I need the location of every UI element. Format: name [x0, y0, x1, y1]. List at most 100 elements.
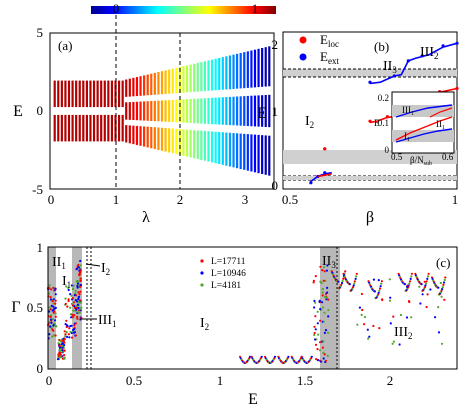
c-point-563 [442, 281, 446, 284]
c-point-275 [79, 264, 82, 267]
c-point-182 [73, 314, 76, 317]
colorbar-max-label: 1 [252, 1, 259, 16]
c-point-328 [321, 346, 324, 349]
c-point-169 [70, 294, 73, 297]
c-point-521 [410, 272, 413, 275]
c-point-346 [324, 359, 327, 362]
c-point-582 [377, 279, 380, 282]
panel-b-ytick-0: 2 [272, 37, 279, 52]
c-point-319 [315, 358, 318, 361]
c-point-348 [325, 296, 328, 299]
c-point-231 [78, 299, 81, 302]
c-point-477 [355, 272, 358, 275]
c-point-451 [341, 279, 344, 283]
c-point-585 [437, 331, 441, 334]
c-point-60 [52, 286, 55, 289]
c-point-517 [408, 282, 411, 285]
c-point-209 [64, 333, 67, 336]
panel-b-inset-region-I1: I1 [404, 131, 410, 143]
c-point-572 [378, 327, 381, 330]
c-point-25 [50, 318, 53, 321]
c-point-285 [322, 266, 326, 269]
b-isolated-point [323, 147, 327, 151]
c-point-580 [388, 278, 391, 281]
panel-c: L=17711 L=10946 L=4181 (c) II1 I1 I2 III… [11, 240, 458, 408]
c-point-452 [342, 277, 345, 280]
c-point-292 [323, 270, 326, 273]
c-point-343 [318, 341, 322, 344]
c-point-293 [320, 301, 324, 304]
c-point-597 [389, 296, 392, 299]
c-point-56 [54, 324, 57, 327]
c-point-560 [441, 288, 444, 291]
c-point-276 [78, 285, 82, 288]
c-point-124 [59, 351, 62, 354]
c-point-259 [77, 296, 80, 299]
panel-c-legend-marker-1 [200, 271, 204, 275]
c-point-519 [409, 277, 412, 280]
c-point-32 [54, 312, 57, 315]
c-point-274 [75, 300, 78, 303]
c-point-405 [287, 355, 290, 358]
c-point-280 [321, 269, 324, 272]
c-point-577 [410, 316, 413, 319]
panel-b-inset: III1 II1 I1 0.2 0.1 0 E 0.5 0.6 β/Nsub [374, 91, 455, 167]
c-point-19 [54, 306, 57, 309]
panel-c-legend-marker-0 [200, 259, 204, 263]
panel-b-inset-frame [391, 91, 455, 154]
panel-a-xtick-1: 1 [113, 192, 120, 207]
c-point-449 [340, 283, 343, 286]
c-point-279 [79, 277, 82, 280]
panel-c-xtick-0: 0 [46, 373, 53, 388]
panel-a-bands [53, 46, 271, 176]
c-point-333 [322, 320, 325, 323]
c-point-540 [425, 280, 428, 283]
c-point-305 [325, 269, 328, 272]
c-point-12 [54, 299, 57, 302]
c-point-193 [69, 306, 72, 309]
c-point-609 [372, 278, 375, 281]
panel-b-xtick-0: 0.5 [282, 192, 298, 207]
c-point-64 [49, 325, 52, 328]
c-point-247 [76, 303, 79, 306]
panel-c-legend-marker-2 [200, 283, 204, 287]
panel-b-region-I2: I2 [305, 114, 314, 130]
c-point-475 [354, 277, 357, 280]
colorbar [91, 6, 276, 14]
c-point-112 [63, 349, 66, 352]
panel-c-ytick-1: 0.5 [27, 300, 43, 315]
c-point-265 [77, 306, 80, 310]
panel-b-region-II3: II3 [383, 59, 397, 75]
c-point-54 [53, 310, 56, 313]
c-point-159 [68, 336, 71, 339]
c-point-10 [54, 293, 57, 296]
c-point-568 [367, 337, 370, 340]
c-point-39 [49, 315, 52, 319]
c-point-493 [377, 293, 380, 296]
c-point-288 [321, 306, 324, 309]
c-point-43 [48, 333, 51, 336]
c-point-157 [67, 286, 70, 289]
panel-c-xtick-2: 1 [217, 373, 224, 388]
c-point-337 [314, 343, 318, 346]
panel-c-region-III2: III2 [394, 325, 413, 341]
c-point-488 [373, 290, 376, 293]
c-point-315 [321, 288, 324, 291]
c-point-329 [326, 264, 329, 267]
c-point-579 [434, 316, 437, 319]
c-point-321 [316, 310, 319, 313]
c-point-187 [65, 285, 68, 288]
c-point-594 [406, 285, 409, 288]
c-point-30 [49, 308, 52, 311]
c-point-256 [77, 297, 80, 301]
panel-c-xtick-4: 2 [387, 373, 394, 388]
c-point-29 [49, 314, 53, 317]
c-point-264 [75, 306, 79, 309]
panel-b-inset-ytick-0: 0.2 [378, 93, 389, 103]
c-point-603 [429, 288, 432, 291]
c-point-203 [71, 304, 75, 307]
c-point-129 [59, 340, 63, 343]
panel-c-region-I1: I1 [62, 274, 71, 290]
panel-b-inset-xtick-0: 0.5 [391, 152, 403, 162]
c-point-334 [319, 265, 322, 268]
